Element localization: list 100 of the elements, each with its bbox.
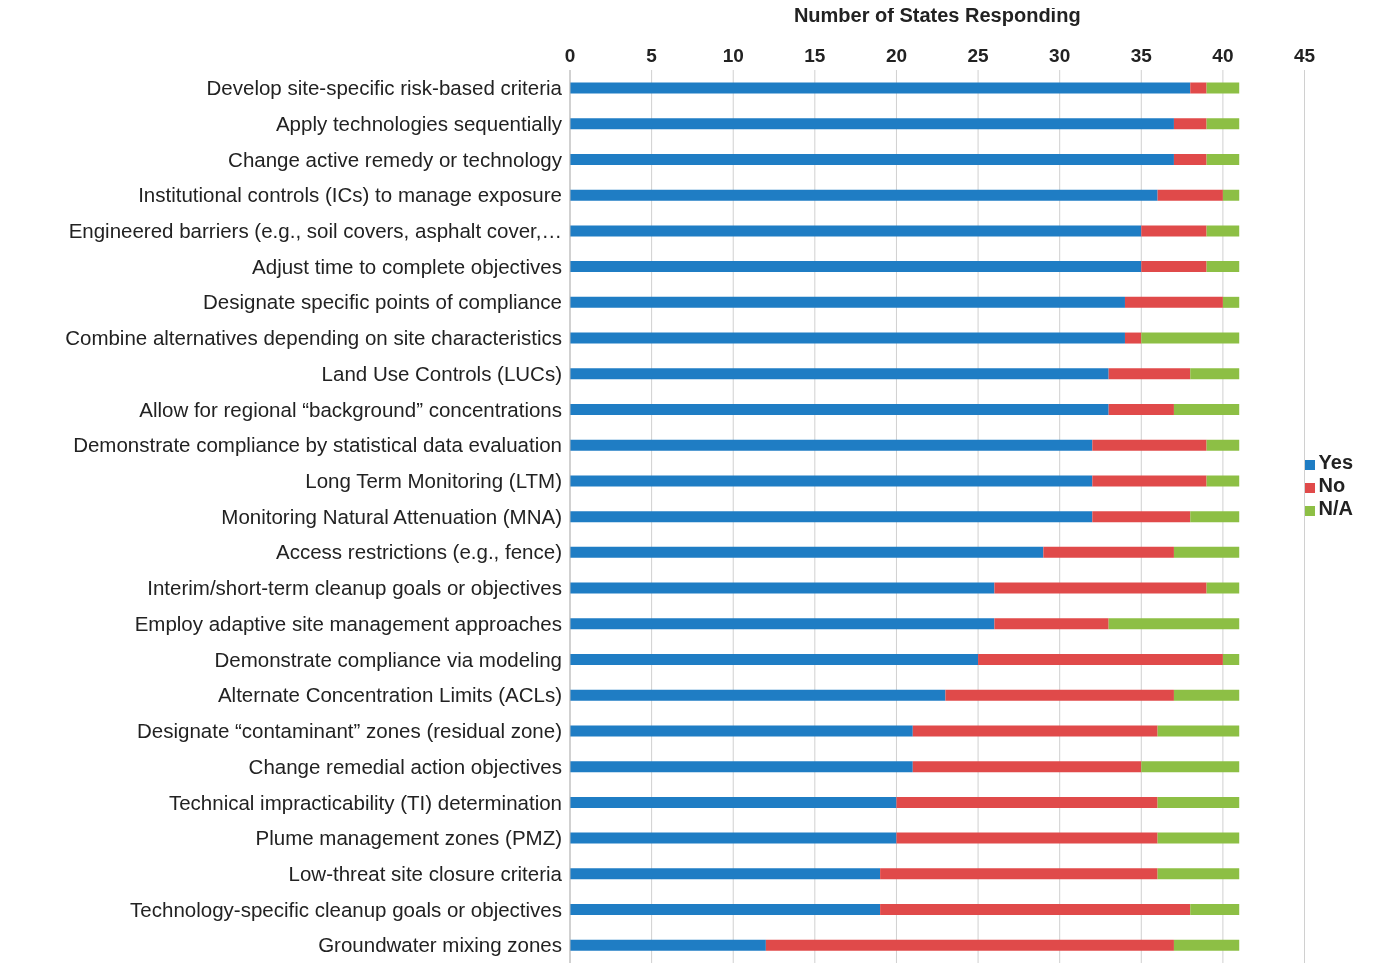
x-tick-label: 35	[1130, 45, 1153, 66]
x-tick-label: 45	[1293, 45, 1316, 66]
bar	[1206, 439, 1240, 451]
bar	[1206, 475, 1240, 487]
y-tick-label: Change remedial action objectives	[248, 754, 562, 778]
bar	[570, 546, 1044, 558]
bar	[570, 654, 979, 666]
bar	[1157, 832, 1240, 844]
bar	[1173, 689, 1240, 701]
y-tick-label: Alternate Concentration Limits (ACLs)	[217, 683, 562, 707]
y-tick-label: Demonstrate compliance by statistical data evaluation	[73, 433, 562, 457]
bar	[1206, 82, 1240, 94]
bar	[1206, 153, 1240, 165]
y-tick-label: Demonstrate compliance via modeling	[214, 647, 562, 671]
bar	[1190, 82, 1207, 94]
bar	[1141, 332, 1240, 344]
y-tick-label: Access restrictions (e.g., fence)	[276, 540, 562, 564]
y-tick-label: Technical impracticability (TI) determination	[168, 790, 562, 814]
bar	[1173, 118, 1207, 130]
bar	[945, 689, 1174, 701]
y-tick-label: Plume management zones (PMZ)	[255, 826, 562, 850]
bar	[570, 82, 1191, 94]
bar	[1043, 546, 1174, 558]
y-tick-label: Designate specific points of compliance	[203, 290, 562, 314]
bar	[1157, 725, 1240, 737]
y-tick-label: Employ adaptive site management approaches	[134, 611, 562, 635]
legend-label: N/A	[1318, 497, 1353, 519]
y-tick-label: Develop site-specific risk-based criteria	[206, 76, 563, 100]
bar	[570, 261, 1142, 273]
bar	[1206, 261, 1240, 273]
x-tick-label: 0	[564, 45, 576, 66]
bar	[570, 582, 995, 594]
bar	[912, 761, 1142, 773]
bar	[1108, 403, 1174, 415]
x-tick-label: 30	[1049, 45, 1071, 66]
bar	[994, 582, 1207, 594]
bar	[570, 118, 1174, 130]
x-axis-title: Number of States Responding	[793, 4, 1081, 27]
bar	[1190, 368, 1240, 380]
legend-label: Yes	[1318, 451, 1353, 473]
bar	[570, 225, 1142, 237]
bar	[1190, 904, 1240, 916]
bar	[1206, 118, 1240, 130]
bar	[570, 761, 913, 773]
bar	[1206, 582, 1240, 594]
bar	[1222, 654, 1240, 666]
bar	[1124, 332, 1142, 344]
y-tick-label: Monitoring Natural Attenuation (MNA)	[221, 504, 562, 528]
bar	[570, 368, 1109, 380]
bar	[1092, 439, 1207, 451]
bar	[978, 654, 1223, 666]
bar	[570, 904, 881, 916]
bar	[912, 725, 1158, 737]
y-tick-label: Change active remedy or technology	[228, 147, 563, 171]
y-tick-label: Engineered barriers (e.g., soil covers, asphalt cover,…	[68, 219, 562, 243]
bar	[570, 189, 1158, 201]
bar	[1222, 296, 1240, 308]
bar	[570, 439, 1093, 451]
y-tick-label: Land Use Controls (LUCs)	[321, 361, 562, 385]
bar	[570, 153, 1174, 165]
bar	[1157, 868, 1240, 880]
bar	[896, 796, 1158, 808]
bar	[1173, 546, 1240, 558]
bar	[1141, 225, 1207, 237]
bar	[1124, 296, 1223, 308]
bar	[896, 832, 1158, 844]
bar	[570, 939, 766, 951]
x-tick-label: 10	[722, 45, 744, 66]
bar	[570, 475, 1093, 487]
x-tick-label: 5	[646, 45, 658, 66]
bar	[570, 832, 897, 844]
x-tick-label: 40	[1212, 45, 1234, 66]
bar	[1157, 796, 1240, 808]
bar	[570, 403, 1109, 415]
bar	[1141, 761, 1240, 773]
bar	[880, 904, 1191, 916]
bar	[570, 618, 995, 630]
bar	[1157, 189, 1223, 201]
bar	[880, 868, 1158, 880]
bar	[1222, 189, 1240, 201]
bar	[570, 725, 913, 737]
y-tick-label: Long Term Monitoring (LTM)	[305, 469, 562, 493]
y-tick-label: Interim/short-term cleanup goals or objectives	[147, 576, 562, 600]
x-tick-label: 15	[804, 45, 826, 66]
bar	[1190, 511, 1240, 523]
bar	[1173, 153, 1207, 165]
bar	[570, 511, 1093, 523]
bar	[570, 796, 897, 808]
bar	[994, 618, 1109, 630]
y-tick-label: Low-threat site closure criteria	[288, 861, 563, 885]
bar	[1141, 261, 1207, 273]
x-tick-label: 25	[967, 45, 990, 66]
bar	[1206, 225, 1240, 237]
bar	[1108, 618, 1240, 630]
bar	[1092, 475, 1207, 487]
bar	[1173, 939, 1240, 951]
legend-label: No	[1318, 474, 1346, 496]
y-tick-label: Combine alternatives depending on site characteristics	[65, 326, 562, 350]
bar	[570, 296, 1125, 308]
x-tick-label: 20	[885, 45, 908, 66]
